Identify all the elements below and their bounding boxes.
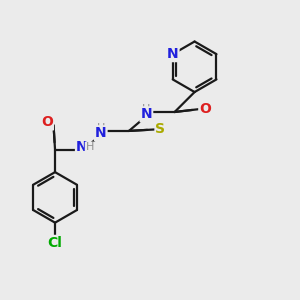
Text: S: S — [155, 122, 166, 136]
Text: N: N — [167, 47, 178, 61]
Text: N: N — [76, 140, 88, 154]
Text: H: H — [85, 142, 94, 152]
Text: O: O — [41, 116, 53, 130]
Text: H: H — [142, 104, 151, 114]
Text: O: O — [199, 102, 211, 116]
Text: Cl: Cl — [48, 236, 62, 250]
Text: N: N — [95, 126, 106, 140]
Text: N: N — [141, 107, 152, 122]
Text: H: H — [97, 123, 105, 133]
